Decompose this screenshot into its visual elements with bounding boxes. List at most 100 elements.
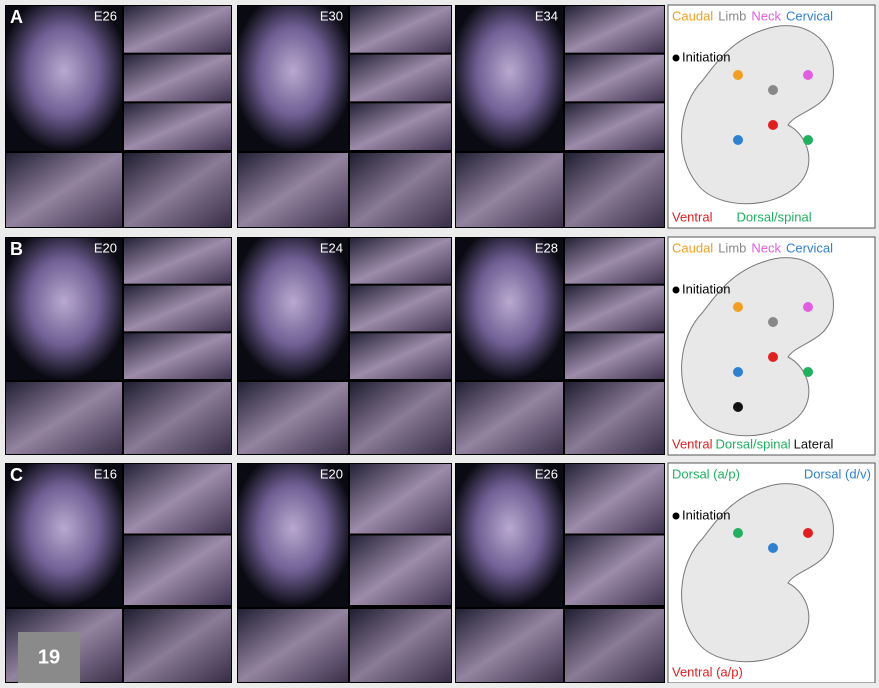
detail-photo <box>124 103 231 150</box>
detail-photo <box>350 535 451 605</box>
detail-photo <box>350 464 451 534</box>
legend-top: Cervical <box>786 8 833 23</box>
legend-top: Dorsal (a/p) <box>672 466 740 481</box>
legend-top: Caudal <box>672 8 713 23</box>
detail-photo <box>350 238 451 284</box>
legend-top: Caudal <box>672 240 713 255</box>
detail-photo <box>350 6 451 53</box>
initiation-label: Initiation <box>682 507 730 522</box>
embryo-photo <box>238 464 348 607</box>
detail-photo <box>565 238 664 284</box>
legend-top: Dorsal (d/v) <box>804 466 871 481</box>
initiation-dot <box>672 54 680 62</box>
detail-photo <box>124 6 231 53</box>
detail-photo <box>124 609 231 682</box>
detail-photo <box>565 103 664 150</box>
initiation-dot <box>672 286 680 294</box>
embryo-photo <box>456 464 563 607</box>
detail-photo <box>238 382 348 454</box>
embryo-photo <box>6 6 122 151</box>
embryo-photo <box>238 238 348 380</box>
marker <box>803 70 813 80</box>
marker <box>803 135 813 145</box>
marker <box>803 367 813 377</box>
embryo-photo <box>456 6 563 151</box>
embryo-outline <box>681 483 834 663</box>
legend-bottom: Ventral <box>672 436 713 451</box>
legend-bottom: Ventral (a/p) <box>672 664 743 679</box>
detail-photo <box>238 153 348 227</box>
marker <box>733 135 743 145</box>
page-badge <box>18 632 80 683</box>
stage-label: E24 <box>320 240 343 255</box>
detail-photo <box>565 153 664 227</box>
marker <box>768 543 778 553</box>
stage-label: E28 <box>535 240 558 255</box>
detail-photo <box>350 285 451 332</box>
detail-photo <box>124 333 231 379</box>
marker <box>733 302 743 312</box>
detail-photo <box>124 153 231 227</box>
detail-photo <box>124 464 231 534</box>
detail-photo <box>456 382 563 454</box>
detail-photo <box>350 54 451 102</box>
detail-photo <box>565 285 664 332</box>
stage-label: E20 <box>94 240 117 255</box>
marker <box>803 302 813 312</box>
detail-photo <box>350 382 451 454</box>
embryo-photo <box>238 6 348 151</box>
detail-photo <box>565 333 664 379</box>
legend-top: Neck <box>751 240 781 255</box>
initiation-label: Initiation <box>682 281 730 296</box>
detail-photo <box>350 103 451 150</box>
initiation-label: Initiation <box>682 49 730 64</box>
detail-photo <box>565 535 664 605</box>
detail-photo <box>565 6 664 53</box>
detail-photo <box>565 54 664 102</box>
legend-top: Limb <box>718 8 746 23</box>
marker <box>768 85 778 95</box>
detail-photo <box>124 285 231 332</box>
detail-photo <box>565 464 664 534</box>
detail-photo <box>238 609 348 682</box>
marker <box>733 402 743 412</box>
legend-top: Limb <box>718 240 746 255</box>
marker <box>803 528 813 538</box>
stage-label: E20 <box>320 466 343 481</box>
marker <box>733 367 743 377</box>
embryo-outline <box>681 257 834 437</box>
initiation-dot <box>672 512 680 520</box>
stage-label: E30 <box>320 8 343 23</box>
detail-photo <box>6 382 122 454</box>
embryo-photo <box>6 238 122 380</box>
marker <box>768 317 778 327</box>
marker <box>733 70 743 80</box>
marker <box>768 120 778 130</box>
legend-bottom: Dorsal/spinal <box>715 436 790 451</box>
detail-photo <box>565 609 664 682</box>
detail-photo <box>456 153 563 227</box>
detail-photo <box>124 382 231 454</box>
legend-top: Cervical <box>786 240 833 255</box>
detail-photo <box>6 153 122 227</box>
legend-bottom: Lateral <box>794 436 834 451</box>
stage-label: E26 <box>94 8 117 23</box>
stage-label: E16 <box>94 466 117 481</box>
detail-photo <box>124 535 231 605</box>
embryo-outline <box>681 25 834 205</box>
legend-top: Neck <box>751 8 781 23</box>
panel-label: A <box>10 7 23 27</box>
detail-photo <box>350 153 451 227</box>
embryo-photo <box>456 238 563 380</box>
detail-photo <box>350 333 451 379</box>
detail-photo <box>565 382 664 454</box>
marker <box>768 352 778 362</box>
detail-photo <box>124 54 231 102</box>
marker <box>733 528 743 538</box>
embryo-photo <box>6 464 122 607</box>
panel-label: C <box>10 465 23 485</box>
stage-label: E34 <box>535 8 558 23</box>
stage-label: E26 <box>535 466 558 481</box>
detail-photo <box>350 609 451 682</box>
